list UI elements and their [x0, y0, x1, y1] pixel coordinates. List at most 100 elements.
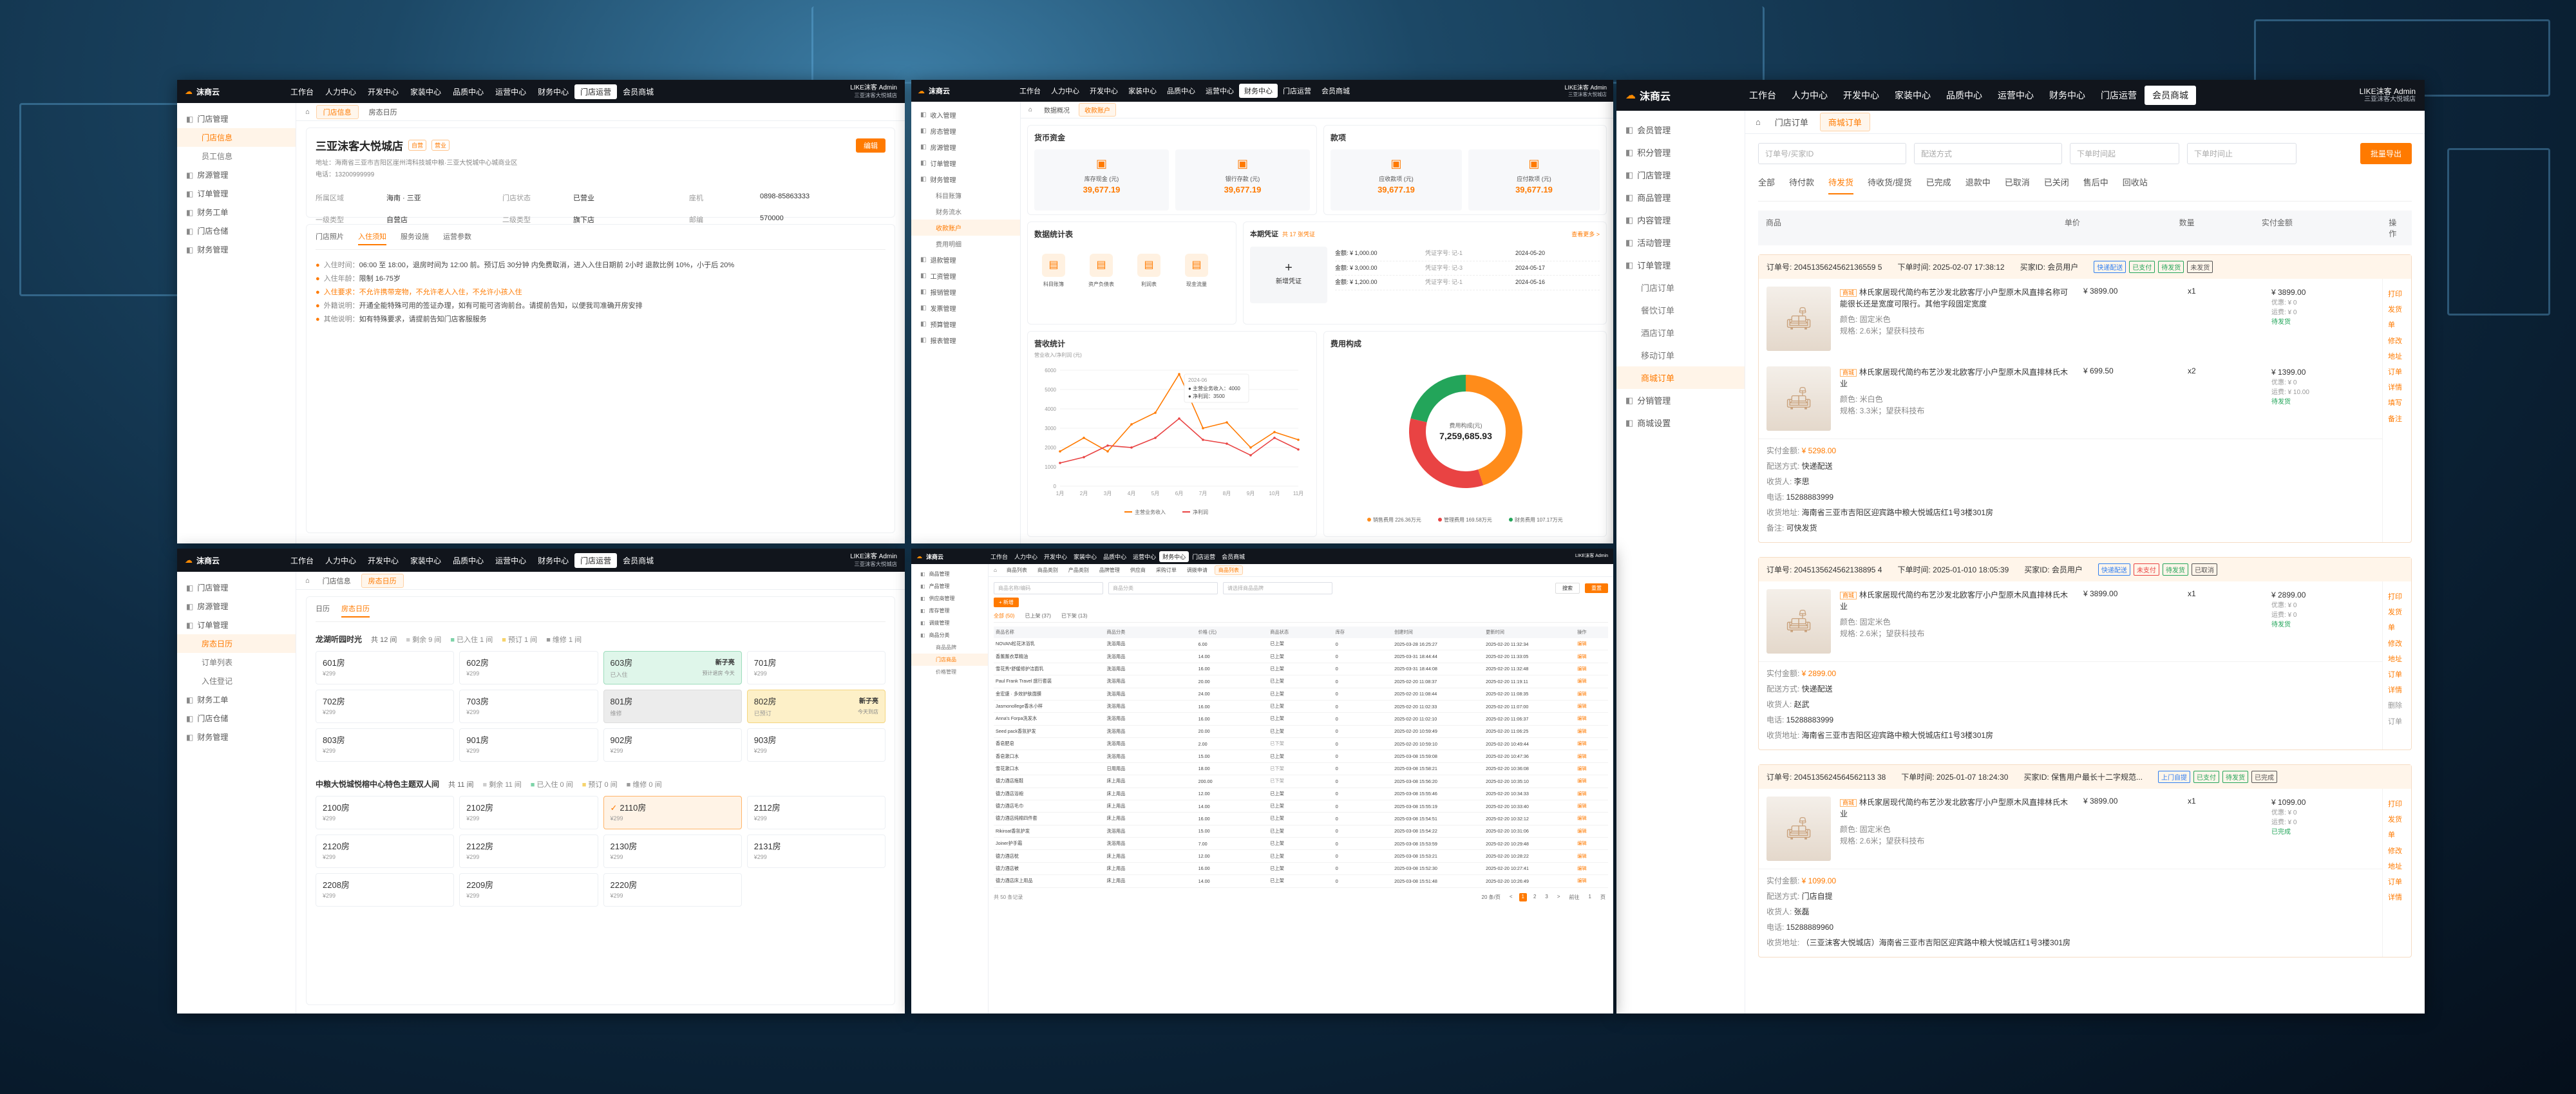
room-card[interactable]: 2100房 ¥299 [316, 796, 455, 829]
sidebar-item-5[interactable]: ◧ 活动管理 [1625, 237, 1671, 249]
room-card[interactable]: ✓ 2110房 ¥299 [603, 796, 742, 829]
status-tab-5[interactable]: 退款中 [1965, 178, 1991, 187]
search-btn-1[interactable]: 重置 [1585, 583, 1608, 593]
table-row[interactable]: 香皂漱口水 洗浴用品 15.00 已上架 0 2025-03-08 15:59:08 202… [994, 750, 1608, 763]
edit-link[interactable]: 编辑 [1577, 678, 1587, 684]
filter-tab-0[interactable]: 全部 (50) [994, 613, 1015, 619]
room-card[interactable]: 2120房 ¥299 [316, 835, 455, 868]
tab-4[interactable]: 供应商 [1130, 567, 1146, 573]
home-icon[interactable]: ⌂ [305, 108, 310, 116]
table-row[interactable]: 德力酒店被 床上用品 16.00 已上架 0 2025-03-08 15:52:30 202… [994, 862, 1608, 875]
sidebar-item-9[interactable]: ◧ 退款管理 [920, 256, 956, 265]
edit-link[interactable]: 编辑 [1577, 653, 1587, 659]
stats-item[interactable]: ▤ 利润表 [1130, 254, 1168, 288]
room-card[interactable]: 801房 维修 [603, 690, 742, 723]
sidebar-item-0[interactable]: ◧ 门店管理 [186, 583, 229, 593]
detail-tab-3[interactable]: 运营参数 [443, 233, 471, 241]
sidebar-item-1[interactable]: ◧ 房态管理 [920, 127, 956, 136]
sidebar-item-3[interactable]: ◧ 房源管理 [186, 170, 229, 180]
edit-link[interactable]: 编辑 [1577, 703, 1587, 710]
sidebar-item-2[interactable]: 员工信息 [202, 152, 233, 161]
nav-item-1[interactable]: 人力中心 [1014, 553, 1038, 560]
table-row[interactable]: 德力酒店纯棉四件套 床上用品 16.00 已上架 0 2025-03-08 15:54:5… [994, 813, 1608, 825]
sidebar-item-0[interactable]: ◧ 会员管理 [1625, 124, 1671, 136]
table-row[interactable]: 德力酒店毛巾 床上用品 14.00 已上架 0 2025-03-08 15:55:19 20… [994, 800, 1608, 813]
nav-item-2[interactable]: 开发中心 [368, 556, 399, 565]
sidebar-item-0[interactable]: ◧ 收入管理 [920, 111, 956, 120]
action-link[interactable]: 打印发货单 [2388, 800, 2402, 840]
sidebar-item-2[interactable]: ◧ 房源管理 [920, 144, 956, 152]
tab-1[interactable]: 房态日历 [368, 108, 397, 117]
sidebar-item-3[interactable]: ◧ 订单管理 [920, 160, 956, 168]
stats-item[interactable]: ▤ 现金流量 [1177, 254, 1216, 288]
sidebar-item-10[interactable]: ◧ 工资管理 [920, 272, 956, 281]
sidebar-item-12[interactable]: ◧ 发票管理 [920, 305, 956, 313]
action-link[interactable]: 修改地址 [2388, 337, 2402, 361]
kpi-box[interactable]: ▣ 应收款项 (元) 39,677.19 [1331, 149, 1462, 211]
sidebar-item-7[interactable]: ◧ 门店仓储 [186, 713, 229, 724]
nav-item-5[interactable]: 运营中心 [1206, 88, 1234, 95]
table-row[interactable]: 德力酒店拖鞋 床上用品 200.00 已下架 0 2025-03-08 15:56:20 2… [994, 775, 1608, 787]
sidebar-item-5[interactable]: ◧ 商品分类 [920, 632, 950, 638]
sidebar-item-5[interactable]: 科目账簿 [936, 193, 961, 200]
edit-link[interactable]: 编辑 [1577, 878, 1587, 884]
sidebar-item-4[interactable]: ◧ 调拨管理 [920, 620, 950, 626]
nav-item-4[interactable]: 品质中心 [1167, 88, 1195, 95]
status-tab-0[interactable]: 全部 [1758, 178, 1776, 187]
calendar-tab-1[interactable]: 房态日历 [341, 603, 370, 618]
table-row[interactable]: 香皂肥皂 洗浴用品 2.00 已下架 0 2025-02-20 10:59:10 2025-… [994, 738, 1608, 750]
filter-tab-1[interactable]: 已上架 (37) [1025, 613, 1051, 619]
nav-item-8[interactable]: 会员商城 [623, 87, 654, 97]
nav-item-1[interactable]: 人力中心 [325, 556, 357, 565]
edit-link[interactable]: 编辑 [1577, 827, 1587, 834]
room-card[interactable]: 701房 ¥299 [746, 651, 886, 684]
sidebar-item-6[interactable]: ◧ 财务工单 [186, 695, 229, 705]
edit-link[interactable]: 编辑 [1577, 641, 1587, 647]
tab-6[interactable]: 调拨申请 [1186, 567, 1208, 573]
product-name[interactable]: 商城 林氏家居现代简约布艺沙发北欧客厅小户型原木风直排林氏木业 [1840, 589, 2072, 612]
detail-tab-1[interactable]: 入住须知 [358, 231, 386, 245]
sidebar-item-1[interactable]: 门店信息 [177, 128, 296, 147]
sidebar-item-7[interactable]: 门店订单 [1641, 283, 1675, 293]
sidebar-item-0[interactable]: ◧ 门店管理 [186, 114, 229, 124]
action-link[interactable]: 订单详情 [2388, 878, 2402, 902]
table-row[interactable]: Joiner护手霜 洗浴用品 7.00 已上架 0 2025-03-08 15:53:59… [994, 838, 1608, 850]
room-card[interactable]: 2220房 ¥299 [603, 873, 742, 907]
tab-1[interactable]: 收款账户 [1079, 103, 1117, 117]
tab-1[interactable]: 商城订单 [1819, 113, 1870, 131]
sidebar-item-3[interactable]: ◧ 商品管理 [1625, 192, 1671, 203]
search-btn-0[interactable]: 搜索 [1555, 583, 1580, 594]
pager-3[interactable]: 2 [1533, 893, 1537, 900]
table-row[interactable]: 德力酒店枕 床上用品 12.00 已上架 0 2025-03-08 15:53:21 202… [994, 850, 1608, 863]
pager-7[interactable]: 1 [1588, 893, 1591, 900]
edit-link[interactable]: 编辑 [1577, 815, 1587, 822]
detail-tab-0[interactable]: 门店照片 [316, 233, 344, 241]
stats-item[interactable]: ▤ 科目账簿 [1034, 254, 1073, 288]
sidebar-item-2[interactable]: ◧ 供应商管理 [920, 596, 955, 601]
sidebar-item-7[interactable]: 门店商品 [911, 654, 988, 666]
status-tab-6[interactable]: 已取消 [2004, 178, 2030, 187]
action-link[interactable]: 删除订单 [2388, 702, 2402, 726]
room-card[interactable]: 803房 ¥299 [316, 728, 455, 762]
sidebar-item-8[interactable]: 费用明细 [936, 241, 961, 249]
add-voucher-button[interactable]: + 新增凭证 [1250, 247, 1327, 303]
edit-link[interactable]: 编辑 [1577, 865, 1587, 871]
room-card[interactable]: 901房 ¥299 [459, 728, 598, 762]
nav-item-2[interactable]: 开发中心 [1044, 553, 1068, 560]
edit-link[interactable]: 编辑 [1577, 753, 1587, 759]
sidebar-item-14[interactable]: ◧ 报表管理 [920, 337, 956, 345]
tab-1[interactable]: 商品类别 [1037, 567, 1058, 573]
nav-item-0[interactable]: 工作台 [290, 556, 314, 565]
nav-item-3[interactable]: 家装中心 [1895, 90, 1931, 100]
edit-store-button[interactable]: 编辑 [856, 138, 886, 153]
edit-link[interactable]: 编辑 [1577, 840, 1587, 847]
nav-item-7[interactable]: 门店运营 [1192, 553, 1216, 560]
nav-item-3[interactable]: 家装中心 [1128, 88, 1157, 95]
voucher-row[interactable]: 金额: ¥ 1,000.00 凭证字号: 记-1 2024-05-20 [1335, 247, 1600, 261]
nav-item-8[interactable]: 会员商城 [1222, 553, 1245, 560]
sidebar-item-6[interactable]: ◧ 门店仓储 [186, 226, 229, 236]
home-icon[interactable]: ⌂ [1756, 117, 1761, 127]
edit-link[interactable]: 编辑 [1577, 853, 1587, 859]
room-card[interactable]: 2131房 ¥299 [746, 835, 886, 868]
nav-item-1[interactable]: 人力中心 [1792, 90, 1828, 100]
